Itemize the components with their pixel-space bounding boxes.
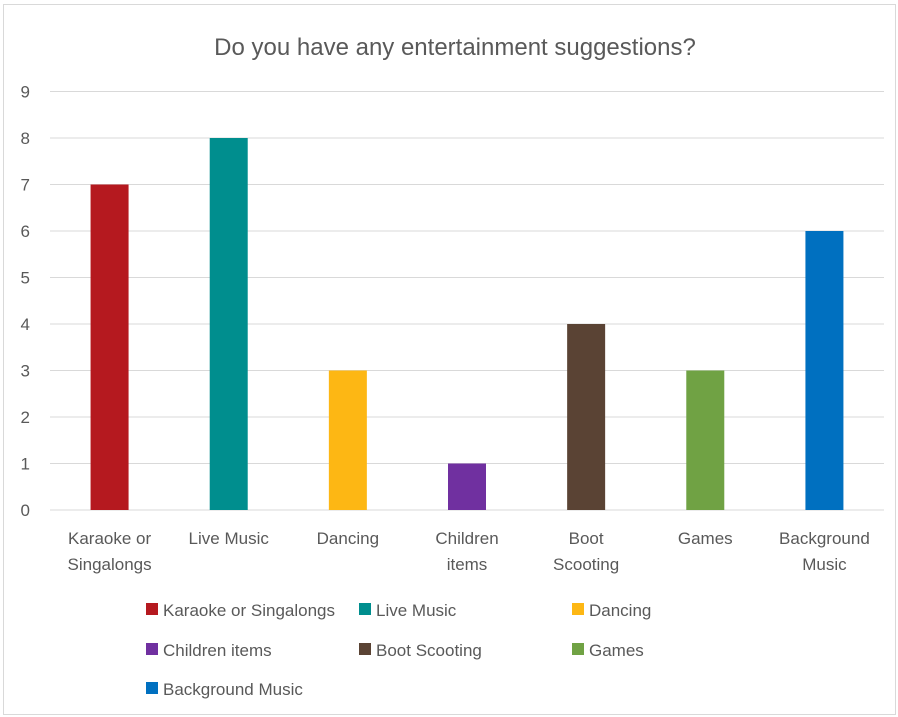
- y-axis-ticks: 0 1 2 3 4 5 6 7 8 9: [21, 83, 30, 521]
- y-tick-label: 9: [21, 83, 30, 102]
- legend-swatch: [146, 643, 158, 655]
- y-tick-label: 3: [21, 362, 30, 381]
- legend-label: Live Music: [376, 601, 457, 620]
- x-tick-label: Children: [435, 529, 498, 548]
- chart-title: Do you have any entertainment suggestion…: [214, 34, 696, 61]
- y-tick-label: 2: [21, 408, 30, 427]
- legend-label: Background Music: [163, 680, 303, 699]
- y-tick-label: 8: [21, 129, 30, 148]
- x-axis-ticks: Karaoke or Singalongs Live Music Dancing Chi…: [68, 529, 870, 574]
- y-tick-label: 7: [21, 176, 30, 195]
- legend-swatch: [572, 603, 584, 615]
- gridlines: [50, 92, 884, 511]
- y-tick-label: 4: [21, 315, 30, 334]
- legend-label: Children items: [163, 641, 272, 660]
- legend: Karaoke or Singalongs Live Music Dancing Ch…: [146, 601, 651, 699]
- bar: [91, 185, 129, 511]
- legend-label: Karaoke or Singalongs: [163, 601, 335, 620]
- x-tick-label: Live Music: [189, 529, 270, 548]
- bar: [686, 371, 724, 511]
- legend-label: Games: [589, 641, 644, 660]
- x-tick-label: Dancing: [317, 529, 379, 548]
- x-tick-label: items: [447, 555, 488, 574]
- bar: [805, 231, 843, 510]
- x-tick-label: Background: [779, 529, 870, 548]
- legend-swatch: [359, 643, 371, 655]
- legend-label: Dancing: [589, 601, 651, 620]
- x-tick-label: Karaoke or: [68, 529, 151, 548]
- legend-swatch: [146, 603, 158, 615]
- x-tick-label: Scooting: [553, 555, 619, 574]
- x-tick-label: Boot: [569, 529, 604, 548]
- bar: [448, 464, 486, 511]
- legend-swatch: [146, 682, 158, 694]
- x-tick-label: Music: [802, 555, 847, 574]
- y-tick-label: 6: [21, 222, 30, 241]
- legend-swatch: [572, 643, 584, 655]
- legend-label: Boot Scooting: [376, 641, 482, 660]
- y-tick-label: 5: [21, 269, 30, 288]
- x-tick-label: Singalongs: [68, 555, 152, 574]
- bar: [567, 324, 605, 510]
- y-tick-label: 1: [21, 455, 30, 474]
- x-tick-label: Games: [678, 529, 733, 548]
- bar: [329, 371, 367, 511]
- bar: [210, 138, 248, 510]
- legend-swatch: [359, 603, 371, 615]
- y-tick-label: 0: [21, 501, 30, 520]
